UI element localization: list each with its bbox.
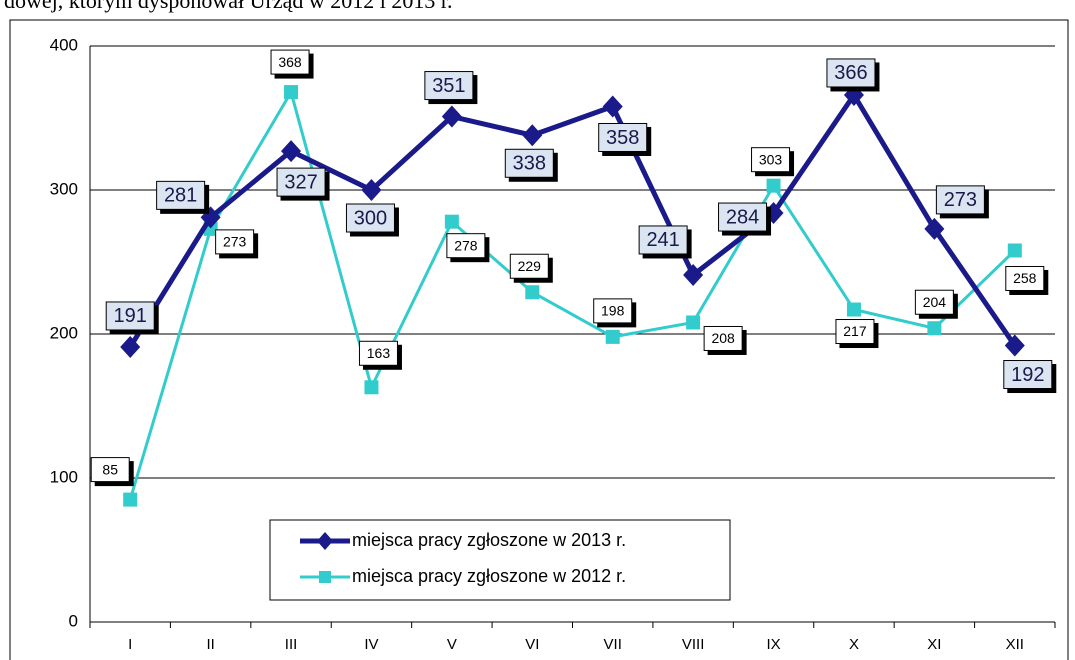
data-label: 241	[646, 229, 679, 251]
x-tick-label: XI	[927, 636, 941, 653]
data-label: 278	[454, 237, 478, 253]
data-label-box	[1005, 265, 1045, 291]
data-label-box	[276, 167, 326, 197]
point	[846, 302, 861, 317]
data-label-box	[718, 202, 768, 232]
series-line	[128, 90, 1017, 349]
point	[120, 335, 141, 358]
data-label: 281	[164, 185, 197, 207]
data-label: 303	[759, 151, 783, 167]
point	[602, 95, 623, 118]
data-label-box	[446, 233, 486, 259]
legend-marker	[317, 532, 333, 550]
legend-marker	[319, 571, 331, 583]
data-label: 284	[726, 206, 759, 228]
data-label: 327	[284, 171, 317, 193]
point	[281, 140, 302, 163]
point	[763, 202, 784, 225]
point	[843, 83, 864, 106]
data-label-box	[215, 229, 255, 255]
data-label: 273	[223, 234, 247, 250]
data-label: 258	[1013, 270, 1037, 286]
point	[686, 315, 701, 330]
caption: dowej, którym dysponował Urząd w 2012 i …	[4, 0, 453, 13]
data-label: 191	[114, 305, 147, 327]
point	[927, 321, 942, 336]
data-label-box	[835, 319, 875, 345]
data-label: 351	[432, 75, 465, 97]
data-label: 192	[1011, 364, 1044, 386]
data-label-box	[90, 457, 130, 483]
data-label: 366	[834, 62, 867, 84]
legend-label: miejsca pracy zgłoszone w 2012 r.	[352, 566, 626, 586]
x-tick-label: I	[128, 636, 132, 653]
data-label-box	[826, 58, 876, 88]
data-label-box	[345, 203, 395, 233]
x-tick-label: V	[447, 636, 457, 653]
point	[364, 380, 379, 395]
point	[200, 206, 221, 229]
data-label: 163	[367, 345, 391, 361]
point	[361, 179, 382, 201]
data-label-box	[703, 325, 743, 351]
data-label-box	[156, 180, 206, 210]
data-label-box	[509, 253, 549, 279]
data-label-box	[914, 289, 954, 315]
data-label-box	[1003, 360, 1053, 390]
x-tick-label: II	[206, 636, 214, 653]
data-label-box	[638, 225, 688, 255]
point	[444, 214, 459, 229]
y-tick-label: 200	[50, 323, 78, 342]
legend: miejsca pracy zgłoszone w 2013 r. miejsca…	[269, 519, 731, 601]
x-tick-label: IX	[766, 636, 780, 653]
data-label-box	[598, 122, 648, 152]
x-tick-label: VII	[604, 636, 622, 653]
data-label: 217	[843, 323, 867, 339]
x-tick-label: XII	[1006, 636, 1024, 653]
y-tick-label: 100	[50, 467, 78, 486]
point	[1004, 334, 1025, 357]
y-tick-label: 400	[50, 35, 78, 54]
data-label-box	[424, 71, 474, 101]
x-tick-label: III	[285, 636, 298, 653]
y-tick-label: 300	[50, 179, 78, 198]
data-label-box	[504, 148, 554, 178]
point	[525, 285, 540, 300]
data-label: 300	[354, 207, 387, 229]
data-label: 198	[601, 303, 625, 319]
point	[766, 178, 781, 193]
point	[441, 105, 462, 128]
x-tick-label: X	[849, 636, 859, 653]
point	[1007, 243, 1022, 258]
legend-label: miejsca pracy zgłoszone w 2013 r.	[352, 530, 626, 550]
legend-box	[269, 519, 731, 601]
point	[284, 85, 299, 100]
x-tick-label: VI	[525, 636, 539, 653]
x-tick-label: IV	[364, 636, 378, 653]
data-label-box	[935, 185, 985, 215]
data-label-box	[105, 301, 155, 331]
x-tick-label: VIII	[682, 636, 705, 653]
data-label: 229	[518, 258, 542, 274]
data-label: 204	[923, 294, 947, 310]
point	[605, 329, 620, 344]
data-label: 368	[278, 54, 302, 70]
data-label: 85	[102, 461, 118, 477]
data-label-box	[358, 340, 398, 366]
data-label: 358	[606, 127, 639, 149]
point	[924, 217, 945, 240]
data-label: 338	[513, 153, 546, 175]
data-label-box	[751, 147, 791, 173]
data-label-box	[593, 298, 633, 324]
point	[123, 492, 138, 507]
y-tick-label: 0	[69, 611, 78, 630]
point	[683, 263, 704, 286]
data-label: 208	[711, 330, 735, 346]
data-label: 273	[944, 189, 977, 211]
point	[522, 124, 543, 147]
series-line	[128, 88, 1016, 501]
data-label-box	[270, 49, 310, 75]
